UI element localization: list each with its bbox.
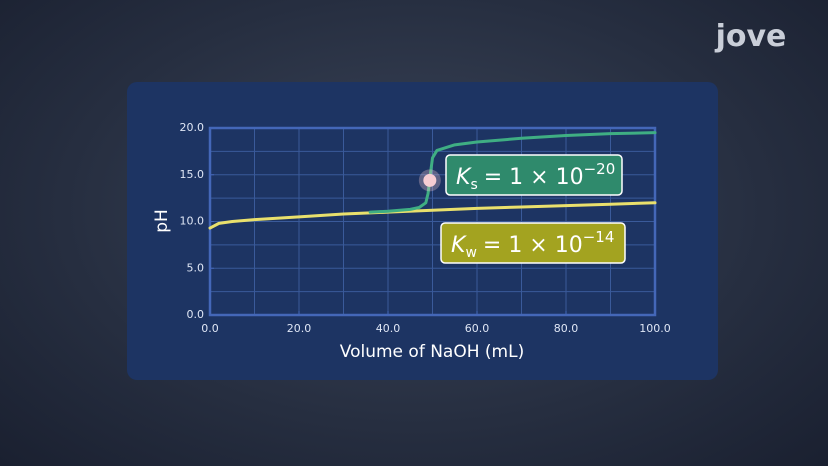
- x-tick-label: 80.0: [554, 322, 579, 335]
- annotation-exponent: −20: [584, 160, 616, 178]
- y-tick-label: 5.0: [187, 261, 205, 274]
- annotation: Kw = 1 × 10−14: [451, 228, 614, 261]
- annotation-text: = 1 × 10: [484, 165, 584, 190]
- y-tick-label: 20.0: [180, 121, 205, 134]
- annotation-text: = 1 × 10: [483, 233, 583, 258]
- line-series: [368, 131, 657, 214]
- logo: jove: [715, 19, 787, 54]
- x-tick-label: 60.0: [465, 322, 490, 335]
- annotation-subscript: s: [470, 177, 477, 193]
- annotation-box: [440, 222, 626, 264]
- x-tick-label: 100.0: [639, 322, 671, 335]
- annotation-exponent: −14: [583, 228, 615, 246]
- annotation-symbol: K: [451, 233, 467, 258]
- y-tick-label: 15.0: [180, 168, 205, 181]
- marker: [423, 173, 437, 187]
- x-tick-label: 0.0: [201, 322, 219, 335]
- x-tick-label: 20.0: [287, 322, 312, 335]
- annotation-box: [445, 154, 623, 196]
- annotation: Ks = 1 × 10−20: [456, 160, 615, 193]
- x-tick-label: 40.0: [376, 322, 401, 335]
- y-axis-label: pH: [152, 209, 172, 233]
- annotation-subscript: w: [465, 245, 476, 261]
- y-tick-label: 10.0: [180, 215, 205, 228]
- annotation-symbol: K: [456, 165, 472, 190]
- y-tick-label: 0.0: [187, 308, 205, 321]
- x-axis-label: Volume of NaOH (mL): [340, 342, 524, 362]
